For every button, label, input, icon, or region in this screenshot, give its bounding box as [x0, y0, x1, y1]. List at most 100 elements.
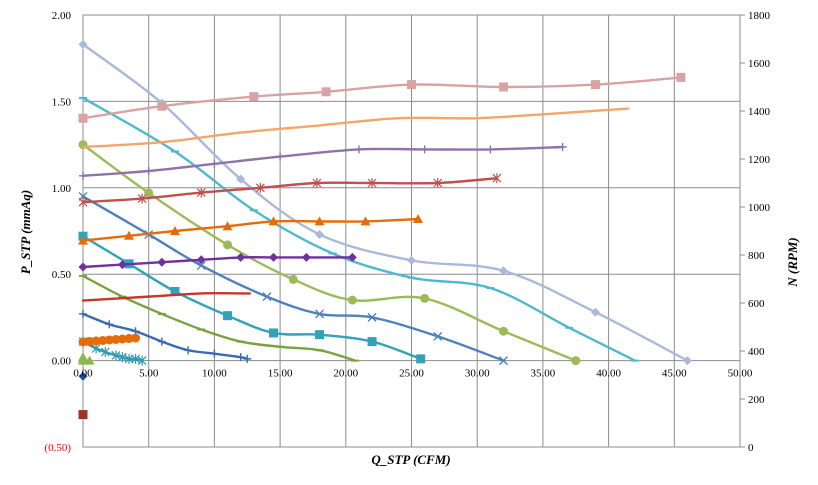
y-tick-label: (0.50) [44, 442, 71, 454]
rpm-series [78, 173, 502, 208]
data-point [407, 80, 416, 90]
data-point [676, 72, 686, 82]
data-point [498, 326, 508, 336]
data-point [498, 82, 508, 92]
x-tick-label: 10.00 [202, 368, 227, 380]
pq-series [79, 96, 639, 362]
tick-layer: 0.00 5.00 10.00 15.00 20.00 25.00 30.00 35.00 40… [44, 10, 770, 454]
data-point [498, 356, 508, 366]
rpm-series-line [81, 292, 252, 302]
data-point [78, 262, 88, 272]
data-point [196, 187, 206, 198]
y2-tick-label: 1400 [748, 106, 771, 118]
data-point [169, 226, 180, 235]
data-point [78, 113, 88, 123]
data-point [416, 354, 426, 364]
rpm-series [78, 371, 88, 381]
data-point [498, 266, 508, 276]
data-point [407, 255, 416, 265]
data-point [210, 349, 219, 358]
data-point [124, 353, 134, 364]
data-point [117, 352, 127, 363]
x-axis-title: Q_STP (CFM) [371, 452, 450, 467]
y2-tick-label: 1800 [748, 10, 771, 22]
rpm-series [78, 410, 88, 420]
series-layer [78, 39, 692, 420]
data-point [558, 143, 567, 151]
data-point [347, 252, 357, 262]
data-point [354, 145, 363, 154]
x-tick-label: 35.00 [531, 368, 556, 380]
data-point [104, 335, 114, 345]
data-point [111, 350, 121, 361]
rpm-series [78, 252, 357, 272]
data-point [222, 221, 233, 231]
data-point [312, 178, 322, 188]
data-point [137, 193, 147, 204]
data-point [223, 311, 233, 321]
data-point [262, 292, 272, 302]
y-tick-label: 1.50 [52, 96, 72, 108]
data-point [321, 87, 331, 97]
rpm-series [78, 214, 424, 245]
y-tick-label: 1.00 [52, 183, 72, 195]
data-point [78, 197, 88, 208]
data-point [117, 334, 127, 344]
rpm-series [79, 143, 567, 180]
data-point [124, 334, 134, 344]
data-point [236, 174, 246, 184]
data-point [210, 159, 219, 168]
data-point [288, 274, 298, 284]
x-tick-label: 25.00 [399, 368, 424, 380]
data-point [433, 178, 443, 188]
data-point [367, 337, 377, 347]
y2-tick-label: 1000 [748, 202, 771, 214]
data-point [78, 355, 88, 365]
data-point [236, 252, 246, 262]
data-point [301, 252, 311, 262]
pq-series [79, 309, 252, 363]
y2-tick-label: 600 [748, 298, 765, 310]
data-point [79, 171, 87, 180]
rpm-series-line [81, 107, 630, 149]
plot-frame [82, 14, 741, 448]
y2-tick-label: 0 [748, 442, 754, 454]
data-point [78, 337, 88, 347]
data-point [78, 371, 88, 381]
data-point [98, 335, 108, 345]
data-point [184, 346, 193, 355]
pq-series [78, 352, 95, 365]
x-tick-label: 50.00 [728, 368, 753, 380]
data-point [367, 178, 377, 188]
data-point [682, 356, 692, 366]
rpm-series [81, 292, 252, 302]
data-point [590, 307, 600, 317]
data-point [137, 355, 147, 366]
rpm-series [78, 333, 141, 347]
data-point [157, 257, 167, 267]
x-tick-label: 45.00 [662, 368, 687, 380]
data-point [367, 312, 377, 322]
rpm-series-line [81, 145, 564, 177]
data-point [123, 230, 134, 240]
data-point [79, 309, 87, 318]
data-point [196, 255, 206, 265]
x-tick-label: 30.00 [465, 368, 490, 380]
x-tick-label: 20.00 [333, 368, 358, 380]
x-tick-label: 5.00 [139, 368, 159, 380]
y-tick-label: 0.00 [52, 356, 72, 368]
data-point [420, 293, 430, 303]
data-point [85, 336, 95, 346]
data-point [157, 101, 167, 111]
data-point [486, 145, 495, 154]
data-point [492, 173, 502, 184]
x-tick-label: 15.00 [268, 368, 293, 380]
data-point [269, 328, 279, 338]
rpm-series-line [81, 76, 683, 120]
data-point [413, 214, 424, 223]
data-point [196, 261, 206, 271]
data-point [144, 188, 154, 198]
data-point [255, 182, 265, 193]
